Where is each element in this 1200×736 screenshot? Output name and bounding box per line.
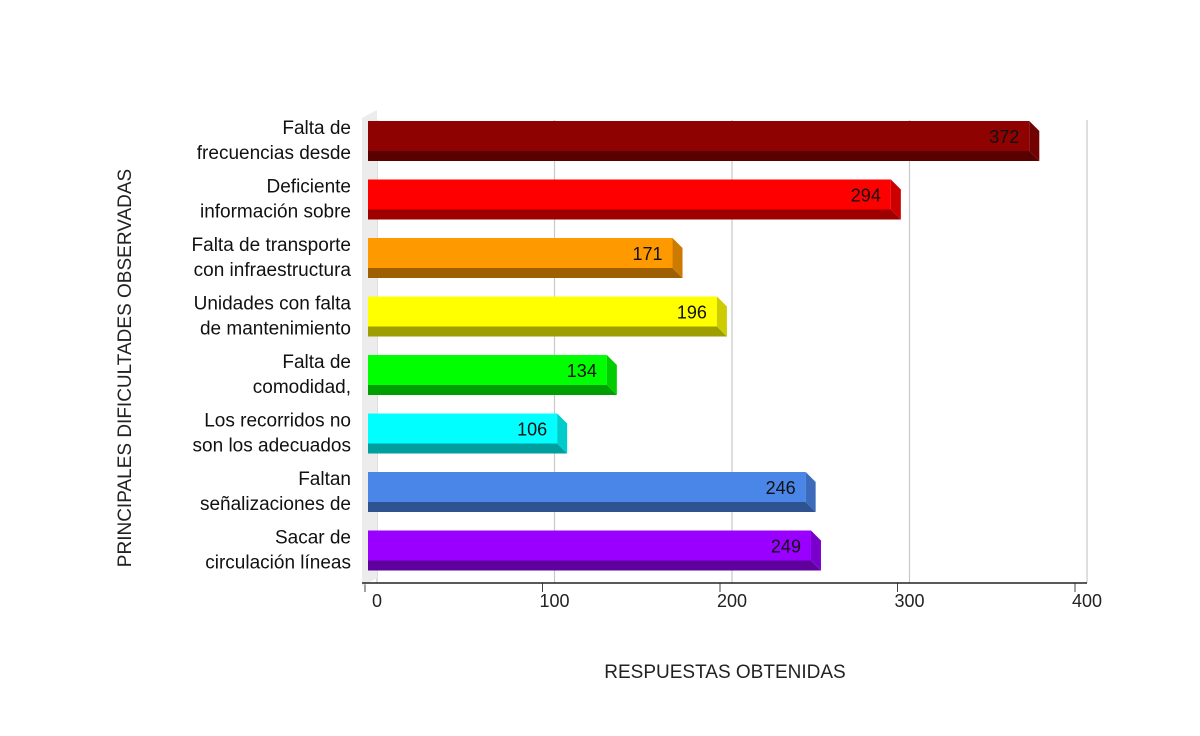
category-label: con infraestructura: [194, 260, 352, 281]
bar-end-face: [716, 296, 727, 337]
bar: [368, 238, 673, 268]
bar: [368, 530, 811, 561]
data-label: 249: [771, 537, 801, 557]
chart-floor: [362, 110, 1087, 586]
category-labels: Falta de frecuencias desde Deficiente infor…: [192, 118, 352, 574]
bar-group: 171: [368, 238, 683, 278]
category-label: frecuencias desde: [197, 143, 351, 164]
x-tick-label: 0: [372, 591, 382, 611]
y-axis-title: PRINCIPALES DIFICULTADES OBSERVADAS: [115, 169, 136, 567]
bar-end-face: [557, 413, 568, 454]
category-label: Faltan: [298, 469, 351, 490]
bar-bottom-face: [368, 209, 901, 220]
bar-group: 196: [368, 296, 727, 337]
bar: [368, 472, 806, 502]
bar-end-face: [606, 355, 617, 395]
bar-group: 294: [368, 179, 901, 220]
data-label: 246: [766, 478, 796, 498]
category-label: de mantenimiento: [200, 319, 351, 340]
x-tick-label: 300: [894, 591, 924, 611]
category-label: son los adecuados: [193, 436, 351, 457]
bar-end-face: [890, 179, 901, 220]
category-label: Deficiente: [267, 177, 352, 198]
bar: [368, 296, 717, 327]
category-label: Falta de: [282, 352, 351, 373]
bar-group: 134: [368, 355, 617, 395]
bar-bottom-face: [368, 326, 727, 337]
bar-group: 246: [368, 472, 816, 512]
category-label: Unidades con falta: [194, 294, 352, 315]
bar-group: 106: [368, 413, 568, 454]
bar-bottom-face: [368, 268, 683, 278]
data-label: 134: [567, 361, 597, 381]
bar: [368, 413, 558, 444]
bar: [368, 179, 891, 210]
data-label: 294: [851, 186, 881, 206]
bar-bottom-face: [368, 385, 617, 395]
data-label: 372: [989, 127, 1019, 147]
bar-bottom-face: [368, 151, 1040, 161]
data-label: 196: [677, 303, 707, 323]
category-label: señalizaciones de: [200, 494, 351, 515]
category-label: Falta de transporte: [192, 235, 351, 256]
category-label: circulación líneas: [205, 553, 351, 574]
bar-end-face: [810, 530, 821, 571]
x-tick-label: 100: [539, 591, 569, 611]
bar: [368, 121, 1030, 151]
bar-end-face: [805, 472, 816, 512]
x-tick-label: 200: [717, 591, 747, 611]
x-tick-label: 400: [1072, 591, 1102, 611]
category-label: Sacar de: [275, 528, 351, 549]
category-label: comodidad,: [253, 377, 351, 398]
x-tick-labels: 0 100 200 300 400: [372, 591, 1102, 611]
category-label: Los recorridos no: [204, 411, 351, 432]
bar-end-face: [1029, 121, 1040, 161]
bar: [368, 355, 607, 385]
data-label: 171: [632, 244, 662, 264]
bar-end-face: [672, 238, 683, 278]
bars: 372 294 171 196 134 106 246 249: [368, 121, 1040, 571]
bar-bottom-face: [368, 560, 821, 571]
data-label: 106: [517, 420, 547, 440]
bar-group: 249: [368, 530, 821, 571]
bar-bottom-face: [368, 443, 568, 454]
chart-side-wall: [362, 110, 377, 586]
bar-bottom-face: [368, 502, 816, 512]
bar-group: 372: [368, 121, 1040, 161]
category-label: Falta de: [282, 118, 351, 139]
x-axis-title: RESPUESTAS OBTENIDAS: [604, 662, 845, 683]
category-label: información sobre: [200, 202, 351, 223]
